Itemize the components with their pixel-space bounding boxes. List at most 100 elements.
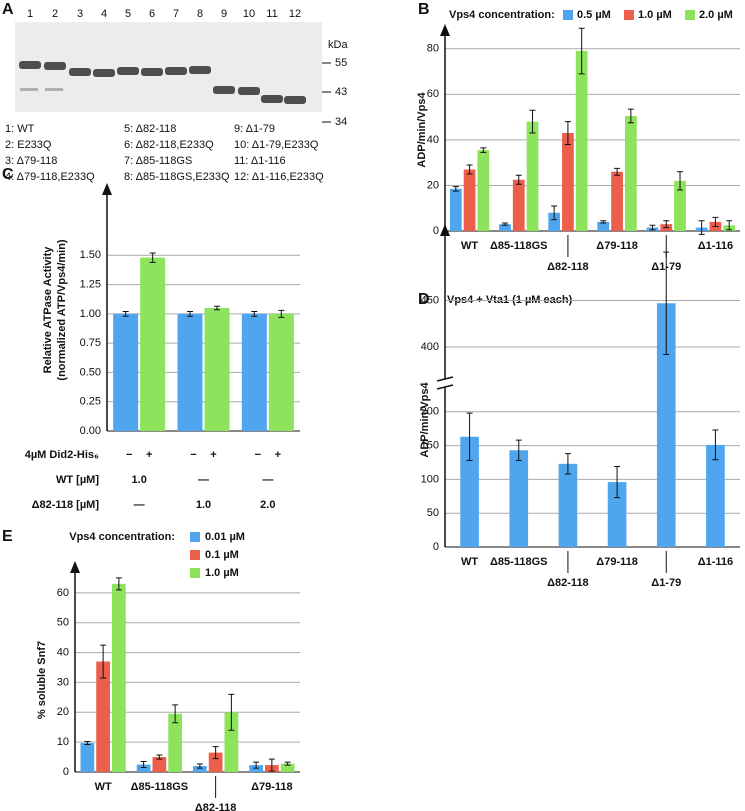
y-tick-label: 40 — [57, 646, 69, 658]
error-bar — [614, 167, 621, 176]
y-tick-label: 0.50 — [80, 366, 101, 378]
table-cell: — — [134, 499, 145, 511]
error-bar — [600, 220, 607, 224]
panel-letter: B — [418, 1, 430, 18]
error-bar — [627, 108, 634, 124]
axis-break-mark — [436, 376, 454, 382]
legend-label: 1.0 µM — [638, 9, 672, 21]
y-tick-label: 80 — [427, 43, 439, 55]
bar — [477, 150, 490, 231]
error-bar — [501, 222, 508, 226]
y-tick-label: 450 — [421, 294, 439, 306]
lane-number: 1 — [27, 8, 33, 20]
panel-letter: D — [418, 291, 430, 308]
x-tick-label: Δ85-118GS — [490, 240, 547, 252]
y-tick-label: 0.75 — [80, 337, 101, 349]
table-cell: − — [255, 449, 261, 461]
bar — [136, 764, 151, 772]
legend-swatch — [624, 10, 634, 20]
bar — [607, 482, 627, 547]
y-tick-label: 200 — [421, 406, 439, 418]
key-entry: 3: Δ79-118 — [5, 155, 57, 167]
legend-swatch — [190, 550, 200, 560]
bar — [280, 763, 295, 772]
key-entry: 1: WT — [5, 123, 35, 135]
bar — [140, 257, 166, 431]
error-bar — [156, 754, 163, 760]
gel-band — [117, 67, 139, 75]
legend-title: Vps4 concentration: — [69, 531, 175, 543]
y-tick-label: 30 — [57, 676, 69, 688]
gel-band — [45, 88, 63, 91]
lane-number: 6 — [149, 8, 155, 20]
bar — [499, 224, 511, 231]
lane-number: 9 — [221, 8, 227, 20]
bar — [706, 444, 725, 547]
y-tick-label: 20 — [427, 179, 439, 191]
x-tick-label: Δ79-118 — [251, 781, 293, 793]
key-entry: 7: Δ85-118GS — [124, 155, 192, 167]
x-tick-label: Δ79-118 — [596, 556, 638, 568]
key-entry: 10: Δ1-79,E233Q — [234, 139, 319, 151]
table-cell: + — [146, 449, 152, 461]
error-bar — [726, 220, 733, 231]
error-bar — [677, 171, 684, 191]
table-cell: − — [190, 449, 196, 461]
y-tick-label: 0 — [63, 766, 69, 778]
bar — [241, 313, 267, 431]
error-bar — [466, 164, 473, 175]
key-entry: 6: Δ82-118,E233Q — [124, 139, 214, 151]
table-row-label: WT [µM] — [56, 474, 99, 486]
y-tick-label: 20 — [57, 706, 69, 718]
bar — [656, 303, 676, 547]
bar — [512, 179, 525, 231]
error-bar — [268, 758, 275, 772]
error-bar — [212, 746, 219, 760]
x-tick-label: Δ85-118GS — [490, 556, 547, 568]
lane-number: 5 — [125, 8, 131, 20]
y-tick-label: 40 — [427, 134, 439, 146]
x-tick-label: Δ1-116 — [698, 240, 733, 252]
axis-arrow — [440, 224, 450, 236]
bar — [168, 713, 182, 772]
gel-band — [165, 67, 187, 75]
lane-number: 7 — [173, 8, 179, 20]
unit-label: kDa — [328, 39, 348, 51]
legend-swatch — [190, 568, 200, 578]
error-bar — [712, 216, 719, 227]
error-bar — [663, 251, 670, 355]
lane-number: 11 — [266, 8, 277, 20]
lane-number: 8 — [197, 8, 203, 20]
bar — [562, 133, 574, 231]
y-axis-label: (normalized ATP/Vps4/min) — [56, 239, 68, 381]
panel-letter: A — [2, 1, 14, 18]
table-cell: 2.0 — [260, 499, 275, 511]
lane-number: 3 — [77, 8, 83, 20]
lane-number: 2 — [52, 8, 58, 20]
gel-band — [261, 95, 283, 103]
axis-break-mark — [436, 384, 454, 390]
error-bar — [278, 309, 285, 318]
error-bar — [649, 224, 656, 231]
axis-arrow — [70, 561, 80, 573]
x-tick-label: Δ82-118 — [195, 802, 237, 811]
table-cell: − — [126, 449, 132, 461]
bar — [204, 308, 230, 431]
y-tick-label: 100 — [421, 473, 439, 485]
bar — [460, 436, 479, 547]
bar — [268, 313, 294, 431]
x-tick-label: Δ82-118 — [547, 577, 589, 589]
key-entry: 12: Δ1-116,E233Q — [234, 171, 324, 183]
key-entry: 9: Δ1-79 — [234, 123, 275, 135]
error-bar — [515, 174, 522, 185]
error-bar — [515, 439, 522, 461]
y-axis-label: Relative ATPase Activity — [42, 246, 54, 374]
marker-label: 34 — [335, 116, 347, 128]
bar — [112, 583, 126, 772]
legend-swatch — [190, 532, 200, 542]
lane-number: 10 — [243, 8, 255, 20]
error-bar — [551, 205, 558, 221]
legend-label: 0.5 µM — [577, 9, 611, 21]
x-tick-label: Δ85-118GS — [131, 781, 188, 793]
